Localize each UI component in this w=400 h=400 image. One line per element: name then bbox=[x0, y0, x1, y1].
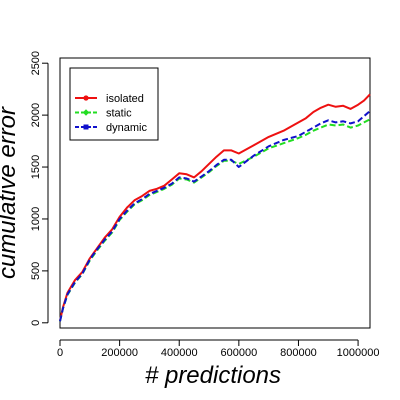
y-axis: 0 500 1000 1500 2000 2500 bbox=[30, 51, 49, 326]
legend: isolated static dynamic bbox=[69, 67, 159, 141]
y-tick-label: 1000 bbox=[30, 207, 42, 231]
legend-marker-static bbox=[82, 109, 90, 116]
series-line-isolated bbox=[59, 93, 371, 321]
series-line-dynamic bbox=[59, 110, 371, 322]
legend-label-static: static bbox=[106, 108, 132, 120]
y-tick-label: 2500 bbox=[30, 51, 42, 75]
y-tick-label: 1500 bbox=[30, 155, 42, 179]
legend-label-isolated: isolated bbox=[106, 93, 144, 105]
legend-marker-dynamic bbox=[83, 124, 89, 130]
x-tick-label: 1000000 bbox=[337, 347, 380, 359]
x-tick-label: 200000 bbox=[101, 347, 138, 359]
x-tick-label: 400000 bbox=[161, 347, 198, 359]
x-tick-label: 0 bbox=[57, 347, 63, 359]
y-tick-label: 500 bbox=[30, 262, 42, 280]
legend-marker-isolated bbox=[83, 95, 89, 101]
x-tick-label: 800000 bbox=[280, 347, 317, 359]
y-axis-title: cumulative error bbox=[0, 106, 21, 279]
x-axis-title: # predictions bbox=[145, 362, 281, 389]
legend-label-dynamic: dynamic bbox=[106, 122, 147, 134]
x-tick-label: 600000 bbox=[220, 347, 257, 359]
y-tick-label: 0 bbox=[30, 320, 42, 326]
series-line-static bbox=[59, 118, 371, 322]
series-layer bbox=[59, 93, 371, 322]
x-axis: 0 200000 400000 600000 800000 1000000 bbox=[57, 339, 380, 359]
y-tick-label: 2000 bbox=[30, 103, 42, 127]
plot-frame bbox=[59, 57, 371, 329]
